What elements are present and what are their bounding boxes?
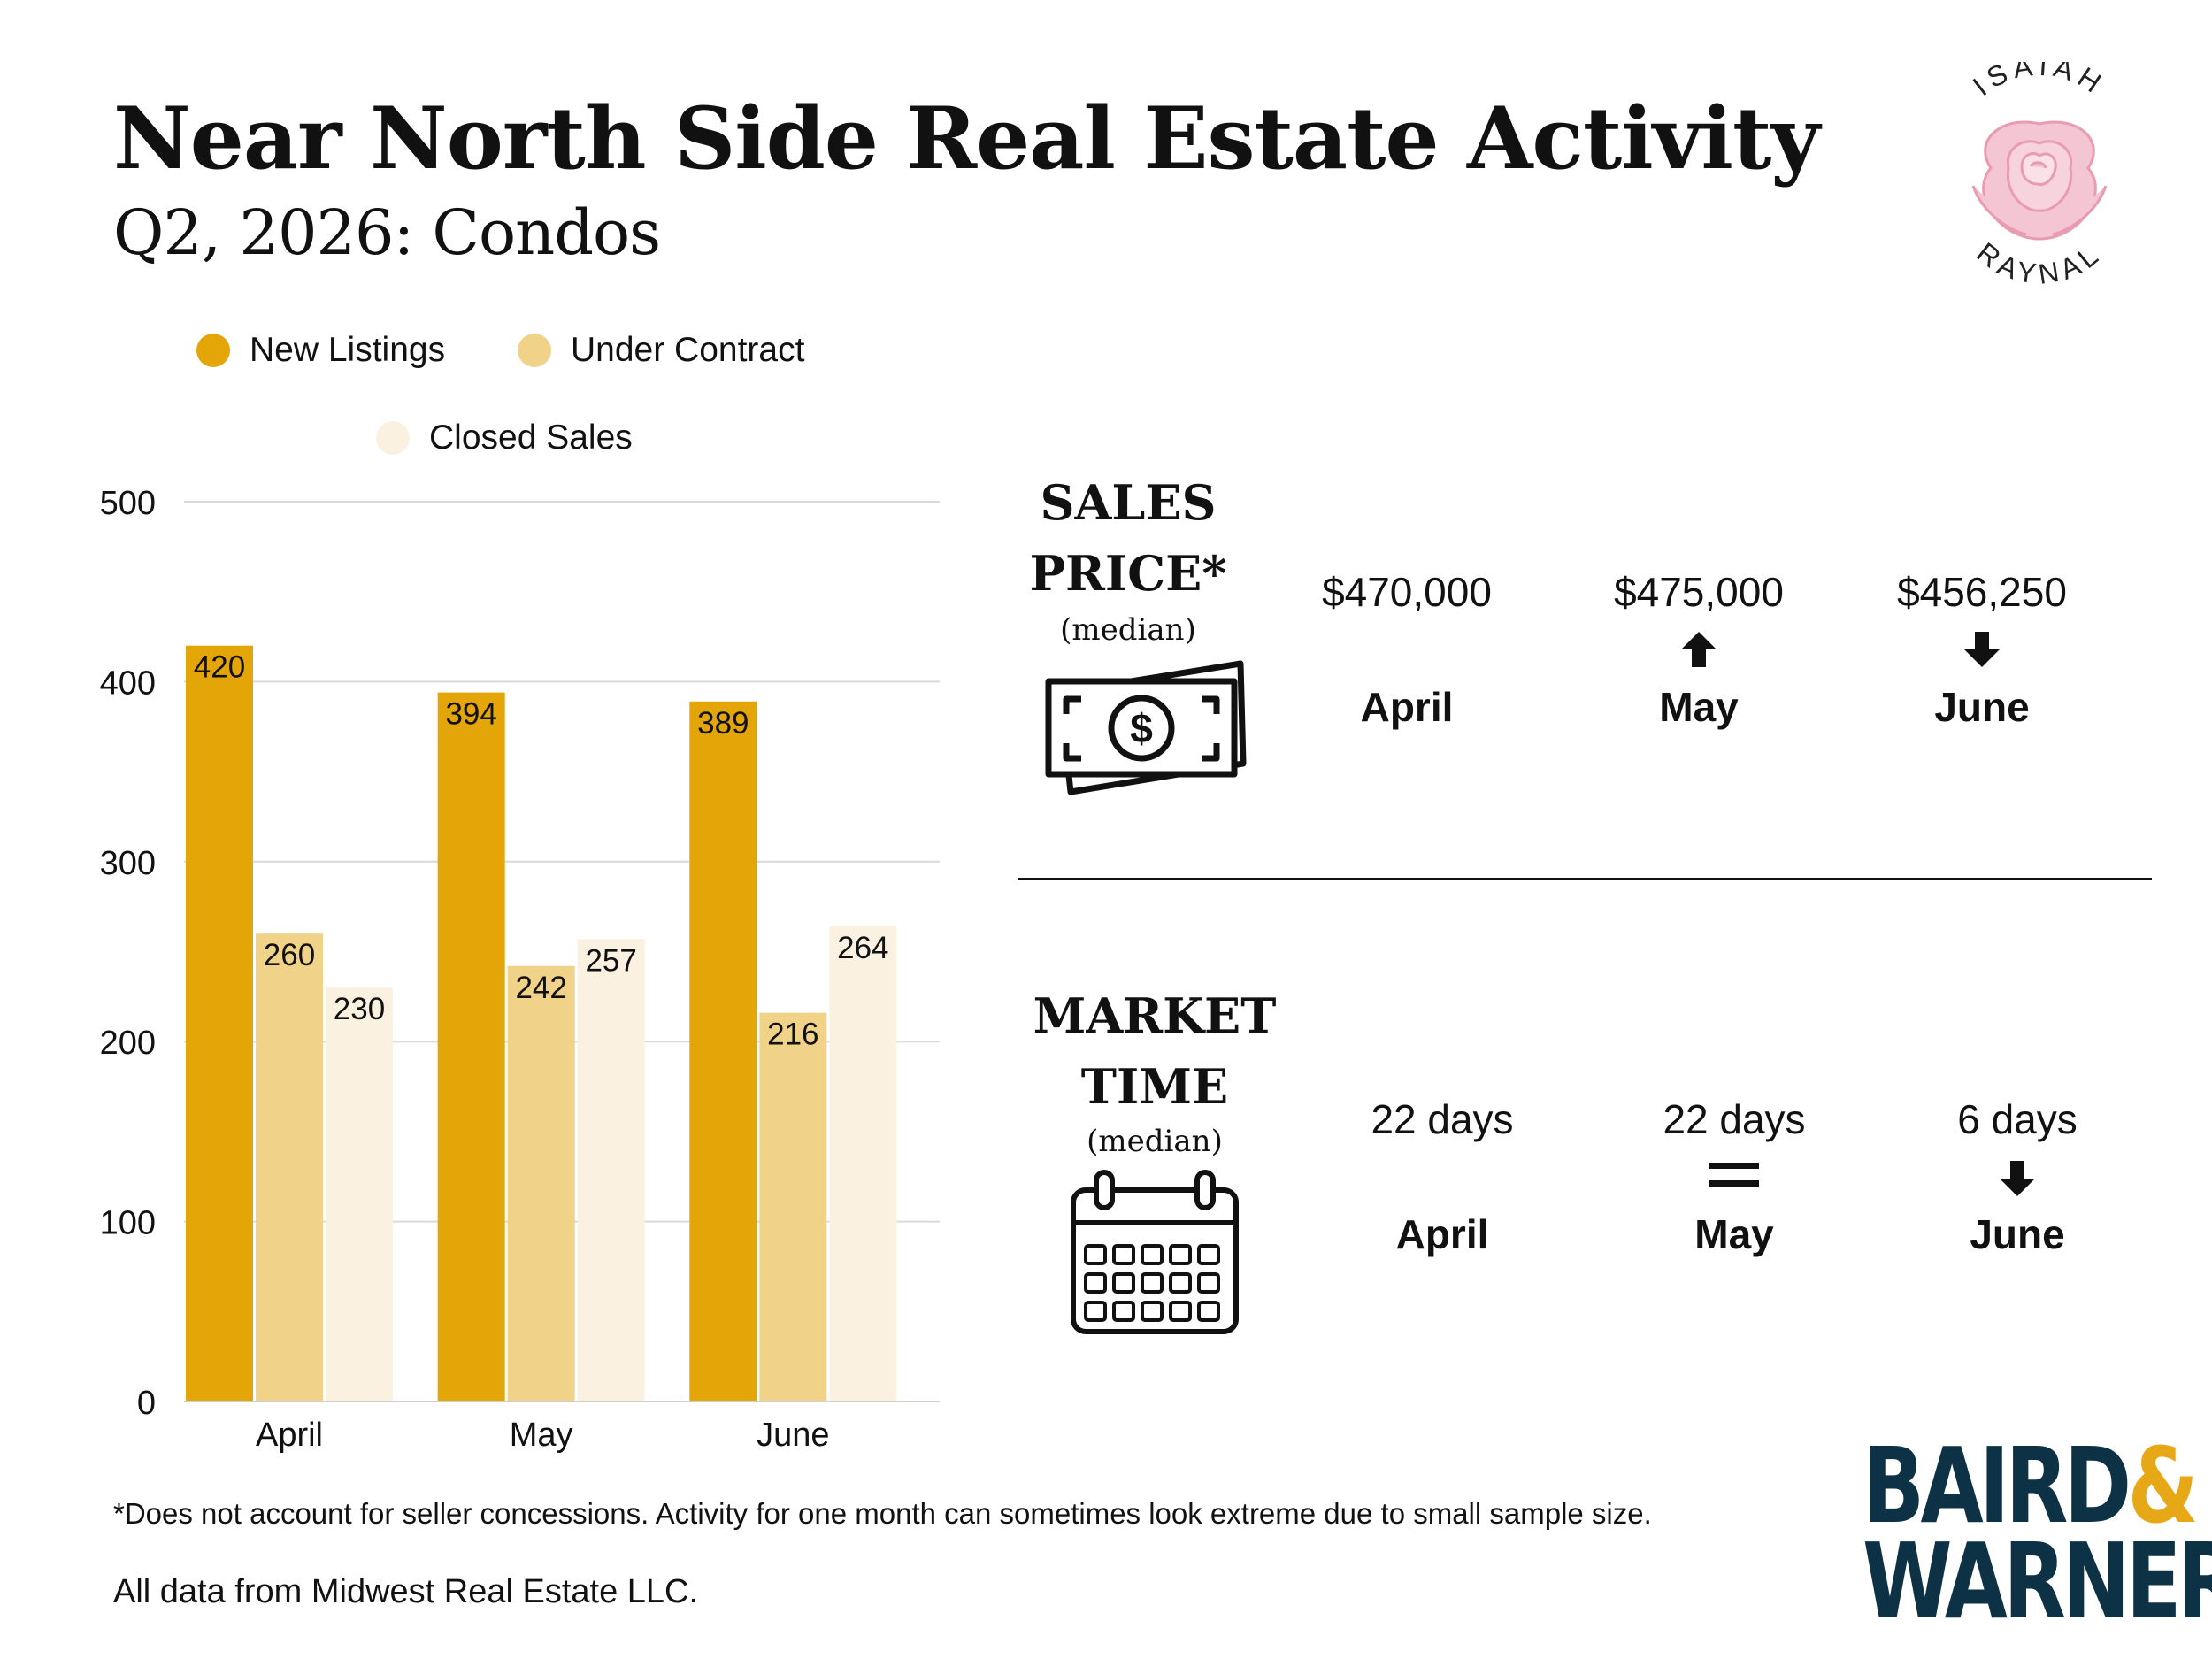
equal-sign-icon [1709, 1163, 1759, 1187]
data-label: 420 [194, 650, 245, 685]
market-time-month-april: April [1395, 1211, 1489, 1257]
data-label: 264 [837, 931, 888, 965]
market-time-label-line1: MARKET [1033, 987, 1277, 1044]
legend-swatch [518, 334, 551, 367]
data-label: 216 [767, 1018, 818, 1052]
market-time-label: MARKET TIME [1031, 980, 1279, 1122]
legend-label: Closed Sales [429, 419, 633, 457]
legend-swatch [376, 421, 410, 455]
data-label: 389 [697, 706, 749, 741]
legend-label: Under Contract [571, 331, 805, 369]
market-time-value-april: 22 days [1371, 1096, 1514, 1142]
logo-line2: WARNER [1863, 1520, 2212, 1642]
footnote: *Does not account for seller concessions… [113, 1497, 1652, 1530]
svg-text:$: $ [1130, 705, 1153, 751]
svg-text:RAYNAL: RAYNAL [1971, 236, 2108, 290]
legend-closed-sales: Closed Sales [376, 419, 633, 457]
sales-price-median-note: (median) [1060, 612, 1196, 648]
logo-line1: BAIRD& [1863, 1433, 2212, 1538]
bar [437, 692, 505, 1402]
y-tick-label: 300 [100, 845, 156, 882]
market-time-label-line2: TIME [1080, 1058, 1229, 1115]
legend-new-listings: New Listings [196, 331, 445, 370]
page-subtitle: Q2, 2026: Condos [113, 196, 661, 269]
logo-ampersand: & [2127, 1425, 2199, 1547]
market-time-month-june: June [1970, 1211, 2065, 1257]
y-tick-label: 200 [100, 1025, 156, 1062]
svg-text:ISAIAH: ISAIAH [1967, 62, 2111, 102]
bar [186, 645, 253, 1402]
data-label: 242 [515, 971, 566, 1005]
sales-price-label: SALES PRICE* [1018, 467, 1239, 609]
legend-label: New Listings [250, 331, 446, 369]
section-divider [1018, 878, 2152, 880]
sales-price-value-may: $475,000 [1614, 569, 1784, 615]
money-icon: $ [1045, 660, 1247, 795]
market-time-median-note: (median) [1087, 1124, 1223, 1159]
arrow-up-icon [1681, 632, 1717, 667]
bar [577, 939, 645, 1402]
bar [326, 987, 393, 1402]
sales-price-label-line1: SALES [1040, 474, 1217, 531]
data-label: 230 [334, 992, 385, 1026]
page-title: Near North Side Real Estate Activity [113, 88, 1820, 188]
bar [689, 701, 757, 1402]
legend-under-contract: Under Contract [518, 331, 804, 370]
data-label: 260 [264, 938, 315, 972]
bar-chart: 0 100 200 300 400 500 420 260 230 April 394 242 257 M… [100, 485, 940, 1454]
y-tick-label: 400 [100, 664, 156, 702]
x-tick-label: June [757, 1417, 829, 1454]
arrow-down-icon [1964, 632, 2000, 667]
bar [256, 933, 323, 1402]
market-time-value-june: 6 days [1957, 1096, 2078, 1142]
data-source: All data from Midwest Real Estate LLC. [113, 1573, 699, 1610]
legend-swatch [196, 334, 230, 367]
isaiah-raynal-logo: ISAIAH RAYNAL [1967, 62, 2111, 290]
data-label: 257 [585, 943, 636, 978]
sales-price-value-june: $456,250 [1897, 569, 2067, 615]
sales-price-month-june: June [1934, 684, 2030, 730]
rose-icon [1971, 120, 2108, 241]
calendar-icon [1071, 1170, 1239, 1334]
market-time-month-may: May [1694, 1211, 1774, 1257]
data-label: 394 [445, 697, 496, 732]
arrow-down-icon [2000, 1161, 2035, 1196]
x-tick-label: April [256, 1417, 323, 1454]
sales-price-value-april: $470,000 [1322, 569, 1492, 615]
logo-word-baird: BAIRD [1863, 1425, 2131, 1547]
market-time-value-may: 22 days [1663, 1096, 1806, 1142]
bar [829, 926, 897, 1402]
sales-price-month-april: April [1360, 684, 1454, 730]
bar [759, 1012, 827, 1402]
sales-price-label-line2: PRICE* [1029, 545, 1227, 602]
y-tick-label: 0 [137, 1385, 156, 1422]
bar [507, 965, 575, 1402]
baird-warner-logo: BAIRD& WARNER [1863, 1433, 2212, 1642]
x-tick-label: May [510, 1417, 573, 1454]
y-tick-label: 100 [100, 1205, 156, 1242]
y-tick-label: 500 [100, 485, 156, 522]
sales-price-month-may: May [1659, 684, 1739, 730]
